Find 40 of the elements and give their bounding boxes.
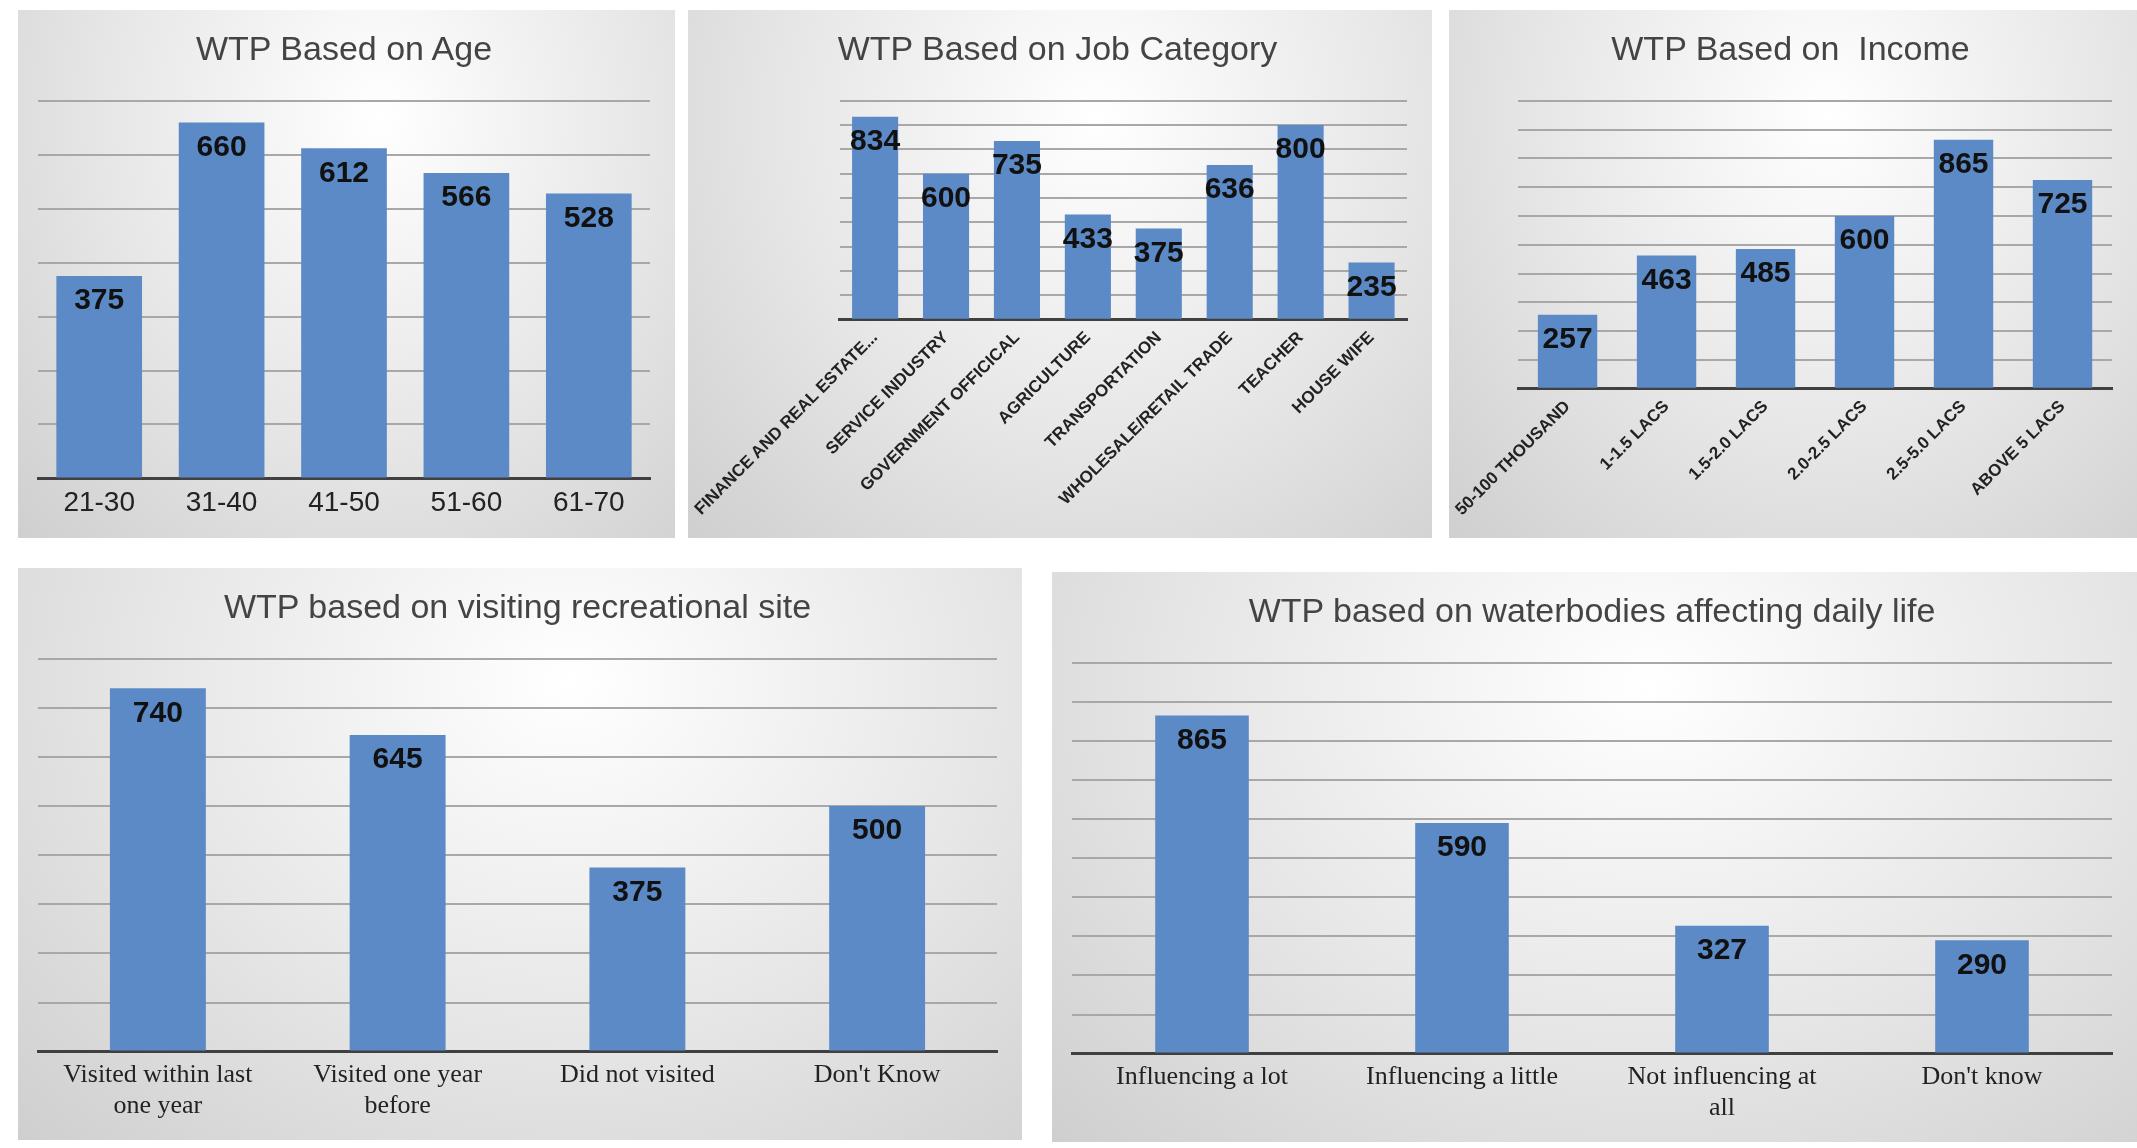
data-label: 660 bbox=[196, 128, 247, 162]
x-tick-label: 31-40 bbox=[185, 485, 258, 517]
data-label: 600 bbox=[921, 180, 972, 214]
data-label: 290 bbox=[1956, 946, 2008, 980]
data-label: 375 bbox=[74, 282, 125, 316]
x-tick-label: Don't Know bbox=[813, 1059, 941, 1089]
chart-title: WTP Based on Job Category bbox=[837, 28, 1278, 67]
chart-title: WTP Based on Age bbox=[195, 28, 493, 67]
data-label: 590 bbox=[1436, 829, 1488, 863]
chart-title: WTP Based on Income bbox=[1611, 28, 1970, 67]
chart-title: WTP based on waterbodies affecting daily life bbox=[1248, 590, 1936, 629]
x-tick-label: Influencing a lot bbox=[1116, 1061, 1289, 1091]
x-tick-label: 21-30 bbox=[63, 485, 136, 517]
x-tick-label: Don't know bbox=[1921, 1061, 2043, 1091]
data-label: 612 bbox=[318, 154, 370, 188]
data-label: 865 bbox=[1176, 721, 1228, 755]
x-tick-label: 51-60 bbox=[430, 485, 503, 517]
data-label: 375 bbox=[612, 873, 663, 907]
x-tick-label: 41-50 bbox=[308, 485, 380, 517]
data-label: 327 bbox=[1696, 932, 1748, 966]
data-label: 740 bbox=[132, 694, 183, 728]
x-tick-label: Visited within last one year bbox=[63, 1059, 254, 1120]
data-label: 500 bbox=[852, 812, 903, 846]
data-label: 566 bbox=[441, 179, 492, 213]
data-label: 645 bbox=[372, 741, 423, 775]
x-tick-label: Not influencing at all bbox=[1627, 1061, 1818, 1122]
data-label: 600 bbox=[1839, 222, 1890, 256]
x-tick-label: 61-70 bbox=[552, 485, 625, 517]
data-label: 528 bbox=[563, 199, 614, 233]
data-label: 375 bbox=[1133, 234, 1184, 268]
chart-title: WTP based on visiting recreational site bbox=[223, 586, 812, 625]
x-tick-label: Did not visited bbox=[560, 1059, 715, 1089]
data-label: 463 bbox=[1641, 261, 1692, 295]
data-label: 800 bbox=[1275, 131, 1326, 165]
data-label: 725 bbox=[2037, 186, 2088, 220]
data-label: 257 bbox=[1542, 320, 1593, 354]
x-tick-label: Visited one year before bbox=[313, 1059, 483, 1120]
data-label: 865 bbox=[1938, 145, 1989, 179]
data-label: 485 bbox=[1740, 255, 1791, 289]
x-tick-label: Influencing a little bbox=[1365, 1061, 1559, 1091]
